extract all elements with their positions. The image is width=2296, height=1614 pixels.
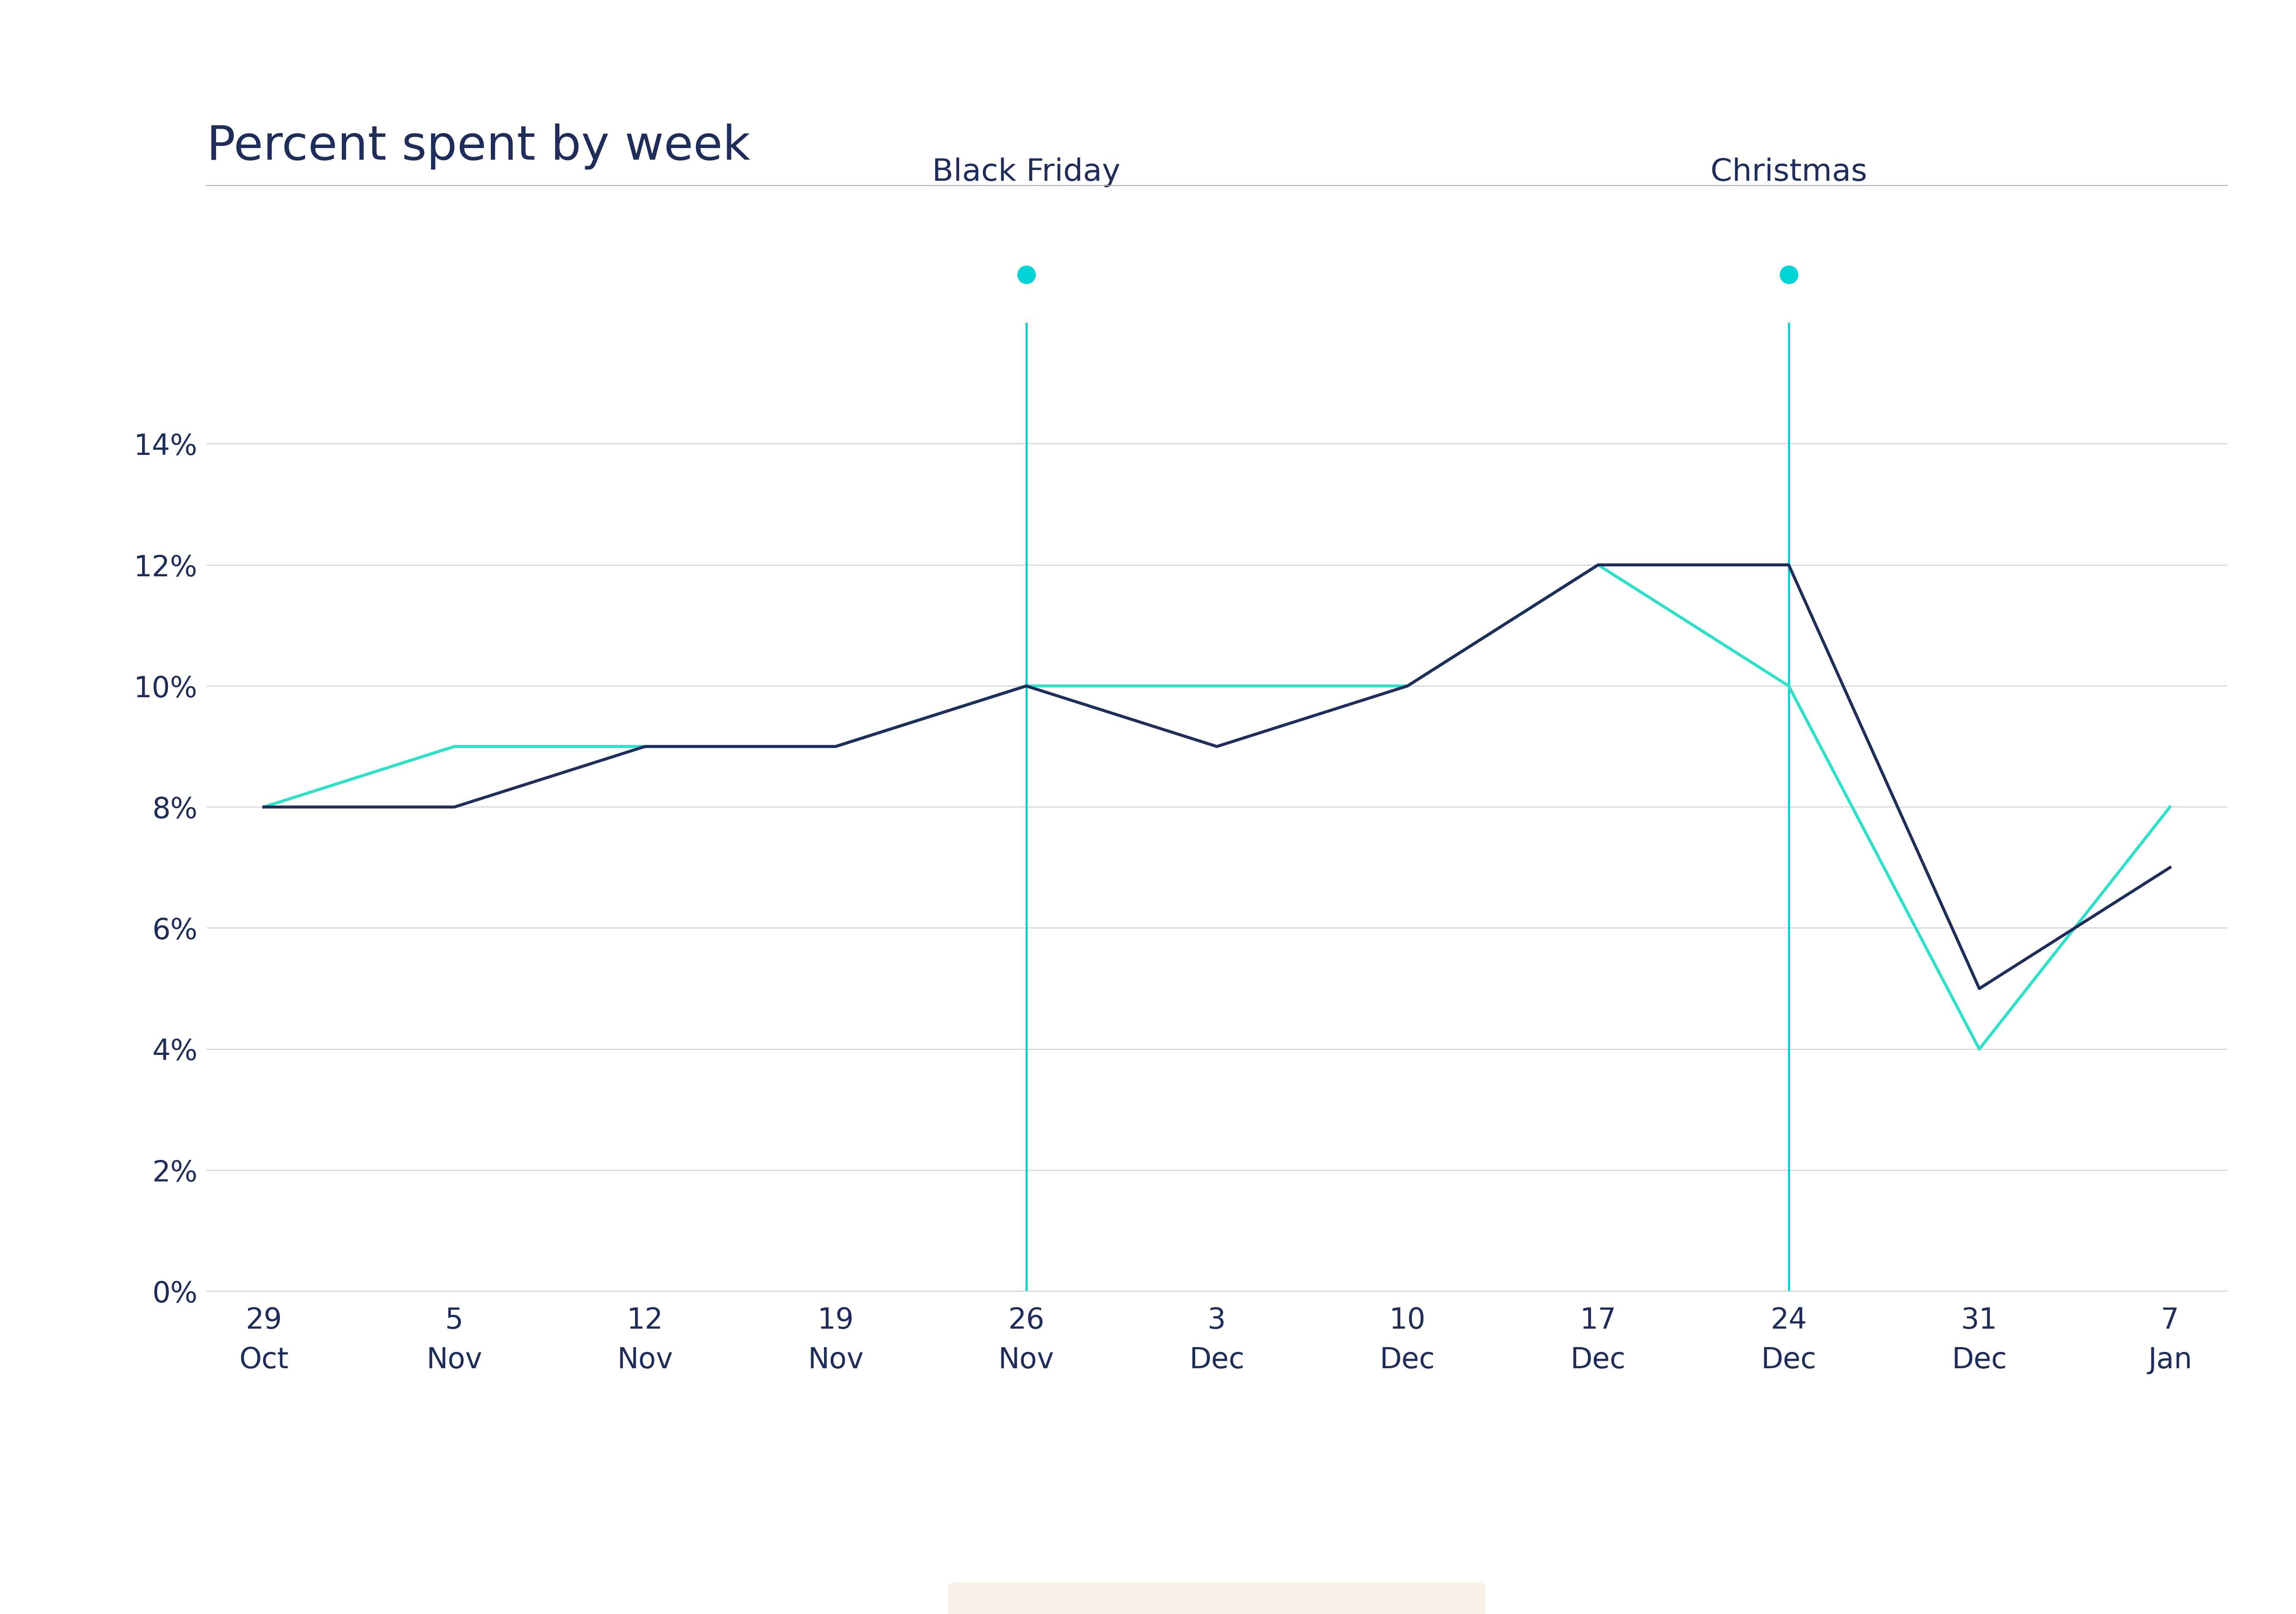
2019 xyxy=(631,736,659,755)
Text: Percent spent by week: Percent spent by week xyxy=(207,123,751,169)
2019 xyxy=(2156,797,2183,817)
Text: Black Friday: Black Friday xyxy=(932,158,1120,187)
2019 xyxy=(250,797,278,817)
2020 xyxy=(2156,859,2183,878)
2019 xyxy=(441,736,468,755)
Line: 2019: 2019 xyxy=(264,565,2170,1049)
2020 xyxy=(631,736,659,755)
2020 xyxy=(1394,676,1421,696)
2020 xyxy=(822,736,850,755)
2019 xyxy=(822,736,850,755)
2020 xyxy=(250,797,278,817)
2020 xyxy=(1584,555,1612,575)
Legend: 2019, 2020: 2019, 2020 xyxy=(948,1582,1486,1614)
2020 xyxy=(1775,555,1802,575)
Text: Christmas: Christmas xyxy=(1711,158,1867,187)
2020 xyxy=(441,797,468,817)
2019 xyxy=(1584,555,1612,575)
2019 xyxy=(1203,676,1231,696)
2019 xyxy=(1394,676,1421,696)
2019 xyxy=(1013,676,1040,696)
2020 xyxy=(1203,736,1231,755)
2020 xyxy=(1013,676,1040,696)
2019 xyxy=(1965,1039,1993,1059)
2020 xyxy=(1965,978,1993,997)
2019 xyxy=(1775,676,1802,696)
Line: 2020: 2020 xyxy=(264,565,2170,988)
